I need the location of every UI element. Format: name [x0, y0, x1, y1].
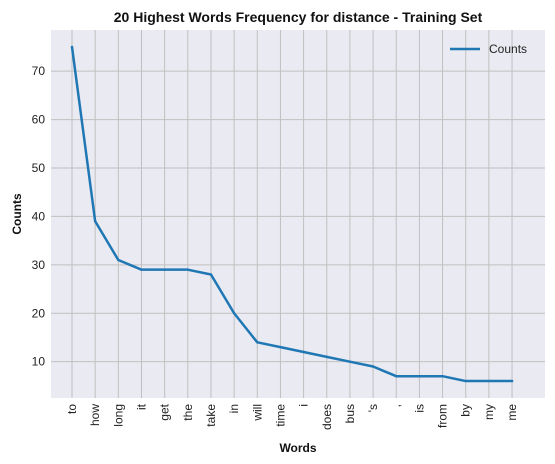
x-tick-label: , [389, 404, 403, 407]
data-point [93, 220, 97, 223]
data-point [464, 379, 467, 383]
data-point [279, 345, 282, 349]
x-tick-label: me [505, 404, 519, 421]
data-point [487, 379, 491, 383]
data-point [441, 375, 444, 378]
y-tick-label: 40 [32, 209, 46, 223]
x-tick-label: by [459, 404, 473, 417]
x-tick-label: from [436, 404, 450, 428]
y-tick-label: 30 [32, 258, 46, 272]
y-tick-label: 70 [32, 64, 46, 78]
data-point [232, 312, 236, 315]
x-tick-label: it [134, 403, 148, 410]
x-axis-label: Words [279, 441, 316, 455]
y-tick-label: 50 [32, 161, 46, 175]
grid [51, 30, 545, 398]
x-axis-ticks: to how long it get the take in will time i does bus '… [65, 403, 519, 430]
x-tick-label: 's [366, 404, 380, 412]
series-points-counts [70, 45, 514, 383]
data-point [348, 360, 352, 363]
x-tick-label: will [250, 404, 264, 422]
x-tick-label: is [412, 404, 426, 413]
y-axis-label: Counts [10, 193, 24, 235]
x-tick-label: bus [343, 404, 357, 423]
x-tick-label: time [273, 404, 287, 427]
data-point [117, 258, 120, 262]
data-point [371, 365, 375, 368]
data-point [186, 268, 189, 271]
legend-label-counts: Counts [489, 42, 527, 56]
data-point [510, 379, 514, 383]
x-tick-label: long [111, 404, 125, 427]
x-tick-label: does [320, 404, 334, 430]
chart-title: 20 Highest Words Frequency for distance … [114, 9, 483, 25]
data-point [70, 45, 74, 49]
x-tick-label: take [204, 404, 218, 427]
plot-area [51, 30, 545, 398]
data-point [209, 273, 213, 276]
y-axis-ticks: 10 20 30 40 50 60 70 [32, 64, 46, 369]
x-tick-label: the [181, 404, 195, 421]
data-point [395, 375, 398, 378]
data-point [163, 268, 166, 271]
x-tick-label: my [482, 404, 496, 420]
x-tick-label: in [227, 404, 241, 413]
data-point [256, 341, 259, 344]
x-tick-label: to [65, 404, 79, 414]
series-line-counts [70, 45, 514, 383]
y-tick-label: 60 [32, 113, 46, 127]
x-tick-label: how [88, 404, 102, 426]
data-point [140, 268, 143, 271]
data-point [302, 350, 305, 354]
x-tick-label: get [158, 403, 172, 420]
data-point [325, 355, 328, 359]
y-tick-label: 20 [32, 306, 46, 320]
x-tick-label: i [297, 404, 311, 407]
legend: Counts [450, 42, 527, 56]
y-tick-label: 10 [32, 355, 46, 369]
data-point [418, 375, 421, 378]
